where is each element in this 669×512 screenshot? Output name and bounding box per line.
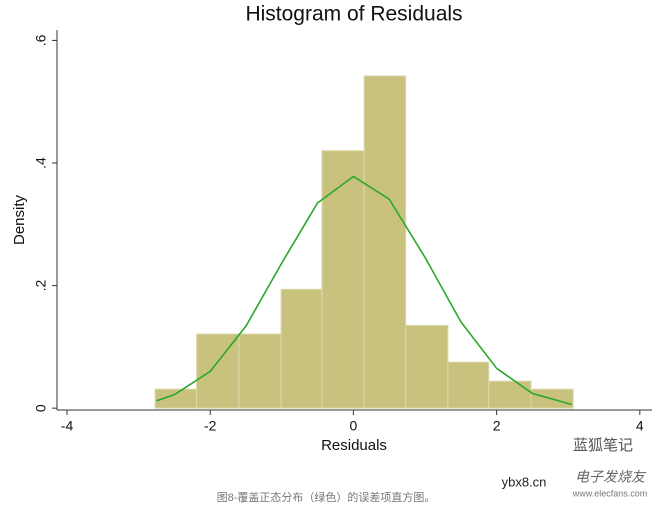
bar — [405, 324, 449, 409]
y-tick-label: .4 — [33, 157, 49, 169]
bar — [321, 150, 365, 409]
y-tick-label: .6 — [33, 34, 49, 46]
x-tick-label: 2 — [493, 418, 501, 434]
y-axis-label: Density — [11, 194, 28, 245]
watermark: 蓝狐笔记 — [573, 437, 633, 454]
bar — [238, 333, 282, 409]
caption: 图8-覆盖正态分布（绿色）的误差项直方图。 — [217, 490, 436, 504]
x-tick-label: 4 — [636, 418, 644, 434]
chart-title: Histogram of Residuals — [245, 3, 462, 26]
bar — [363, 75, 407, 409]
x-axis-label: Residuals — [321, 437, 387, 454]
watermark: 电子发烧友 — [575, 469, 647, 485]
bar — [488, 380, 532, 409]
bar — [280, 288, 323, 409]
bar — [196, 333, 240, 409]
x-tick-label: 0 — [350, 418, 358, 434]
density-curve — [156, 175, 573, 406]
x-tick-label: -2 — [204, 418, 217, 434]
x-tick-label: -4 — [61, 418, 74, 434]
y-tick-label: .2 — [33, 280, 49, 292]
watermark: ybx8.cn — [502, 474, 547, 489]
watermark: www.elecfans.com — [572, 488, 648, 498]
bar — [447, 361, 490, 409]
y-tick-label: 0 — [33, 404, 49, 412]
